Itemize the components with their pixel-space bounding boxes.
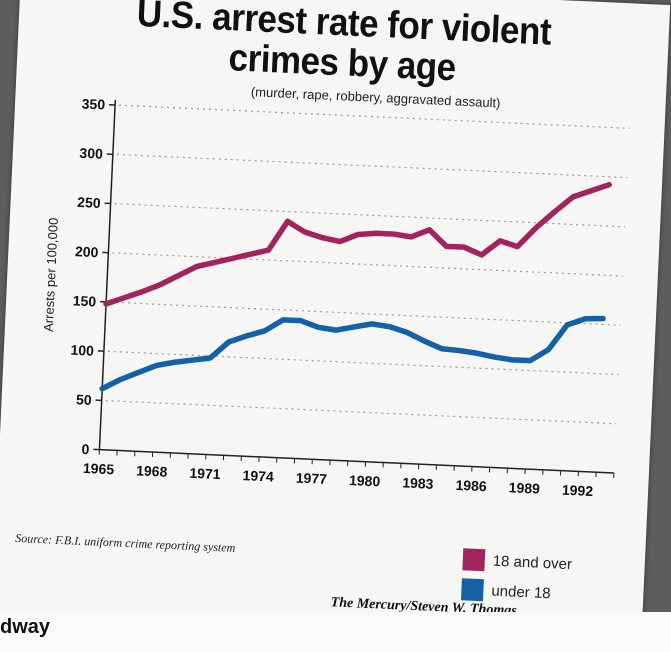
legend-swatch-adult	[462, 548, 485, 571]
y-tick-label: 150	[72, 292, 96, 309]
y-tick-label: 0	[81, 441, 90, 457]
x-tick-label: 1977	[296, 470, 328, 487]
gridline	[119, 105, 629, 128]
y-tick-label: 100	[70, 342, 94, 359]
x-tick-label: 1986	[455, 477, 487, 494]
x-tick-label: 1992	[562, 482, 594, 499]
gridline	[110, 302, 620, 325]
gridline	[117, 154, 627, 177]
gridline	[106, 401, 616, 424]
x-tick-label: 1971	[189, 465, 221, 482]
legend-label-youth: under 18	[491, 582, 551, 602]
x-tick-label: 1989	[508, 479, 540, 496]
x-tick-label: 1974	[242, 467, 274, 484]
legend-label-adult: 18 and over	[492, 552, 572, 573]
line-chart: 0 50 100 150 200 250 300 350 1965 1968 1971 1974 197…	[0, 0, 670, 604]
legend: 18 and over under 18	[461, 544, 573, 609]
legend-item-adult: 18 and over	[462, 544, 572, 579]
y-tick-label: 50	[76, 391, 92, 408]
legend-swatch-youth	[461, 578, 484, 601]
newspaper-headline-fragment: dway	[0, 616, 50, 639]
y-tick-label: 350	[81, 95, 105, 112]
series-line-under-18	[102, 296, 603, 411]
y-tick-label: 200	[75, 243, 99, 260]
x-tick-label: 1983	[402, 474, 434, 491]
newspaper-strip	[0, 612, 671, 652]
x-tick-label: 1968	[136, 462, 168, 479]
x-tick-label: 1965	[83, 460, 115, 477]
x-tick-label: 1980	[349, 472, 381, 489]
y-axis-label: Arrests per 100,000	[41, 217, 61, 332]
x-axis	[99, 450, 613, 473]
y-tick-label: 250	[77, 194, 101, 211]
series-line-18-and-over	[106, 162, 609, 326]
y-tick-label: 300	[79, 145, 103, 162]
